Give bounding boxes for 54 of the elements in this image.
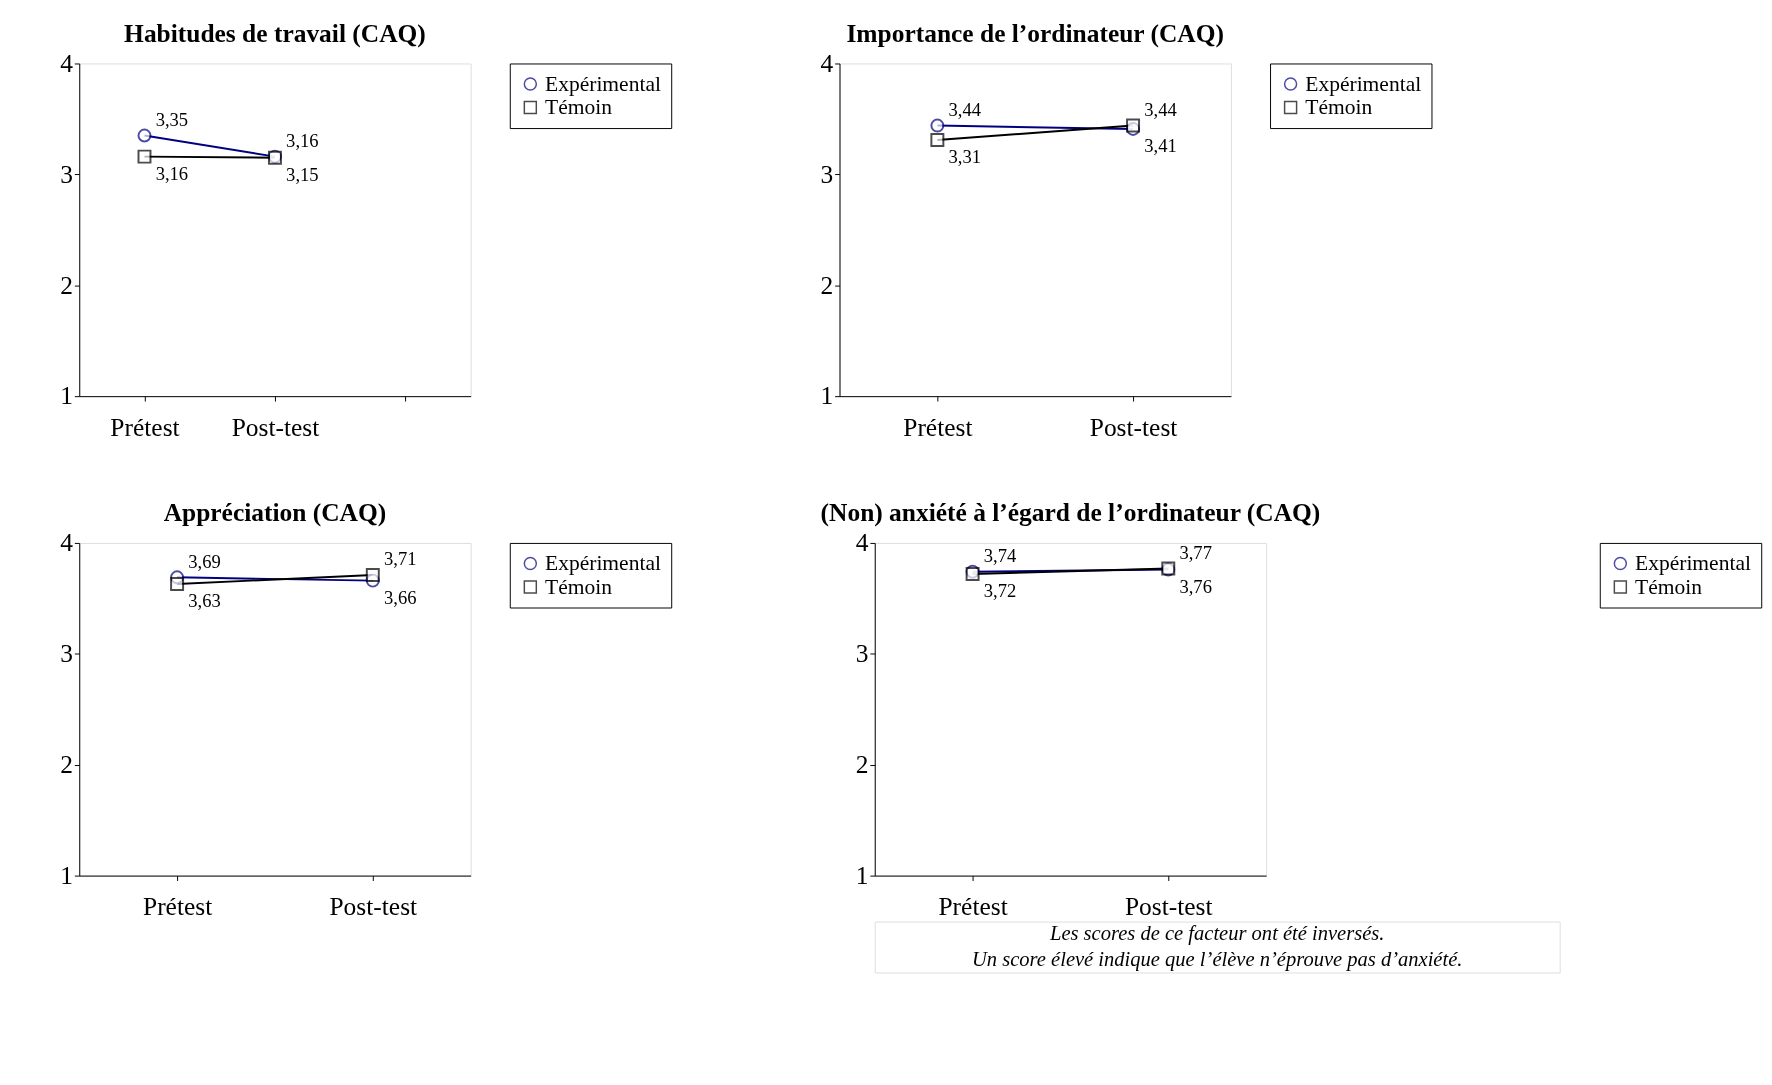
y-tick-label: 2	[60, 750, 73, 780]
chart-title: (Non) anxiété à l’égard de l’ordinateur (CAQ)	[820, 498, 1321, 528]
x-tick-label: Post-test	[231, 412, 320, 442]
data-label: 3,44	[948, 98, 982, 120]
y-tick-label: 1	[60, 381, 73, 411]
y-tick-label: 4	[820, 48, 834, 78]
data-label: 3,71	[383, 548, 417, 570]
legend-label: Expérimental	[545, 71, 661, 96]
data-label: 3,16	[286, 129, 319, 151]
text: Les scores de ce facteur ont été inversés.	[1048, 922, 1385, 946]
legend-label: Témoin	[1305, 95, 1373, 120]
data-label: 3,15	[286, 164, 319, 186]
y-tick-label: 1	[855, 860, 869, 890]
legend-label: Témoin	[1635, 574, 1703, 599]
legend-label: Témoin	[545, 574, 613, 599]
y-tick-label: 3	[60, 639, 73, 669]
y-tick-label: 3	[855, 639, 869, 669]
x-tick-label: Post-test	[1089, 412, 1178, 442]
data-label: 3,74	[983, 544, 1017, 566]
chart-title: Importance de l’ordinateur (CAQ)	[846, 18, 1224, 48]
legend-label: Expérimental	[1635, 551, 1751, 576]
y-tick-label: 4	[60, 48, 74, 78]
data-label: 3,77	[1179, 541, 1212, 563]
data-label: 3,35	[155, 108, 189, 130]
y-tick-label: 2	[855, 750, 869, 780]
legend-label: Expérimental	[1305, 71, 1422, 96]
chart-title: Appréciation (CAQ)	[163, 498, 387, 528]
legend-label: Témoin	[545, 95, 613, 120]
legend-label: Expérimental	[545, 551, 661, 576]
x-tick-label: Prétest	[903, 412, 973, 442]
y-tick-label: 1	[820, 381, 834, 411]
y-tick-label: 3	[820, 159, 834, 189]
data-label: 3,76	[1179, 576, 1212, 598]
y-tick-label: 4	[60, 528, 74, 558]
chart-title: Habitudes de travail (CAQ)	[124, 18, 426, 48]
text: Un score élevé indique que l’élève n’éprouve pas d’anxiété.	[971, 947, 1463, 971]
x-tick-label: Prétest	[142, 892, 213, 922]
x-tick-label: Post-test	[1124, 892, 1213, 922]
y-tick-label: 1	[60, 860, 73, 890]
data-label: 3,66	[383, 587, 417, 609]
y-tick-label: 4	[855, 528, 869, 558]
y-tick-label: 2	[820, 270, 834, 300]
x-tick-label: Prétest	[110, 412, 180, 442]
x-tick-label: Post-test	[329, 892, 418, 922]
x-tick-label: Prétest	[938, 892, 1008, 922]
y-tick-label: 2	[60, 270, 73, 300]
data-label: 3,16	[155, 163, 189, 185]
data-label: 3,31	[948, 146, 982, 168]
data-label: 3,72	[983, 580, 1017, 602]
y-tick-label: 3	[60, 159, 73, 189]
data-label: 3,44	[1144, 98, 1177, 120]
data-label: 3,63	[188, 590, 221, 612]
data-label: 3,69	[188, 550, 221, 572]
data-label: 3,41	[1144, 135, 1177, 157]
